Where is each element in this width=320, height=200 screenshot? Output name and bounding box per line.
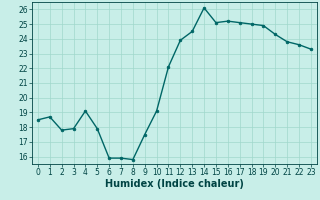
X-axis label: Humidex (Indice chaleur): Humidex (Indice chaleur) bbox=[105, 179, 244, 189]
